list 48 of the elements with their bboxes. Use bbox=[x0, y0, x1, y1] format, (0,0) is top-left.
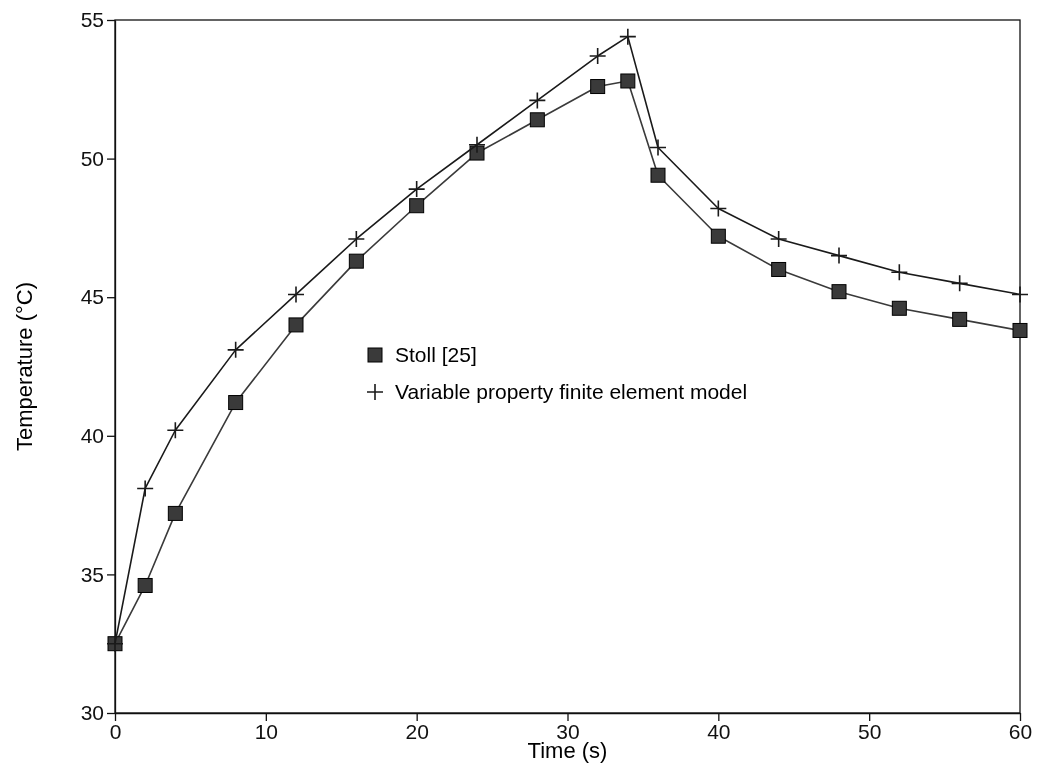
point bbox=[468, 135, 486, 154]
point bbox=[1011, 285, 1029, 304]
x-tick-label: 10 bbox=[254, 719, 279, 743]
point bbox=[167, 505, 183, 521]
point bbox=[529, 112, 545, 128]
point bbox=[830, 246, 848, 265]
point bbox=[226, 341, 245, 359]
x-tick-label: 60 bbox=[1008, 719, 1033, 743]
point bbox=[619, 27, 637, 46]
point bbox=[288, 317, 304, 333]
legend-label: Stoll [25] bbox=[395, 343, 477, 366]
point bbox=[348, 253, 364, 269]
point bbox=[650, 167, 666, 183]
legend-label: Variable property finite element model bbox=[395, 380, 748, 403]
point bbox=[950, 274, 969, 293]
x-tick-label: 20 bbox=[405, 719, 429, 743]
point bbox=[287, 285, 305, 304]
y-tick-label: 35 bbox=[80, 562, 104, 586]
point bbox=[710, 228, 726, 244]
point bbox=[228, 395, 244, 411]
point bbox=[620, 73, 636, 89]
x-tick-label: 0 bbox=[109, 719, 122, 743]
point bbox=[709, 199, 728, 218]
point bbox=[891, 300, 907, 316]
x-tick-label: 40 bbox=[707, 719, 731, 743]
point bbox=[952, 311, 968, 327]
point bbox=[136, 479, 154, 498]
point bbox=[890, 263, 909, 282]
y-tick-label: 45 bbox=[80, 285, 104, 309]
point bbox=[347, 230, 366, 248]
point bbox=[528, 91, 547, 110]
y-tick-label: 40 bbox=[80, 424, 104, 448]
point bbox=[831, 284, 847, 300]
y-tick-label: 50 bbox=[80, 146, 104, 170]
point bbox=[166, 421, 185, 440]
point bbox=[588, 47, 607, 65]
y-axis-title: Temperature (°C) bbox=[12, 282, 37, 451]
point bbox=[409, 198, 425, 214]
point bbox=[1012, 322, 1028, 338]
point bbox=[769, 230, 788, 248]
point bbox=[407, 180, 426, 198]
point bbox=[649, 138, 667, 157]
y-tick-label: 55 bbox=[80, 8, 104, 32]
point bbox=[590, 79, 606, 95]
x-tick-label: 50 bbox=[857, 719, 882, 743]
point bbox=[137, 577, 153, 593]
point bbox=[771, 261, 787, 277]
y-tick-label: 30 bbox=[80, 701, 104, 725]
